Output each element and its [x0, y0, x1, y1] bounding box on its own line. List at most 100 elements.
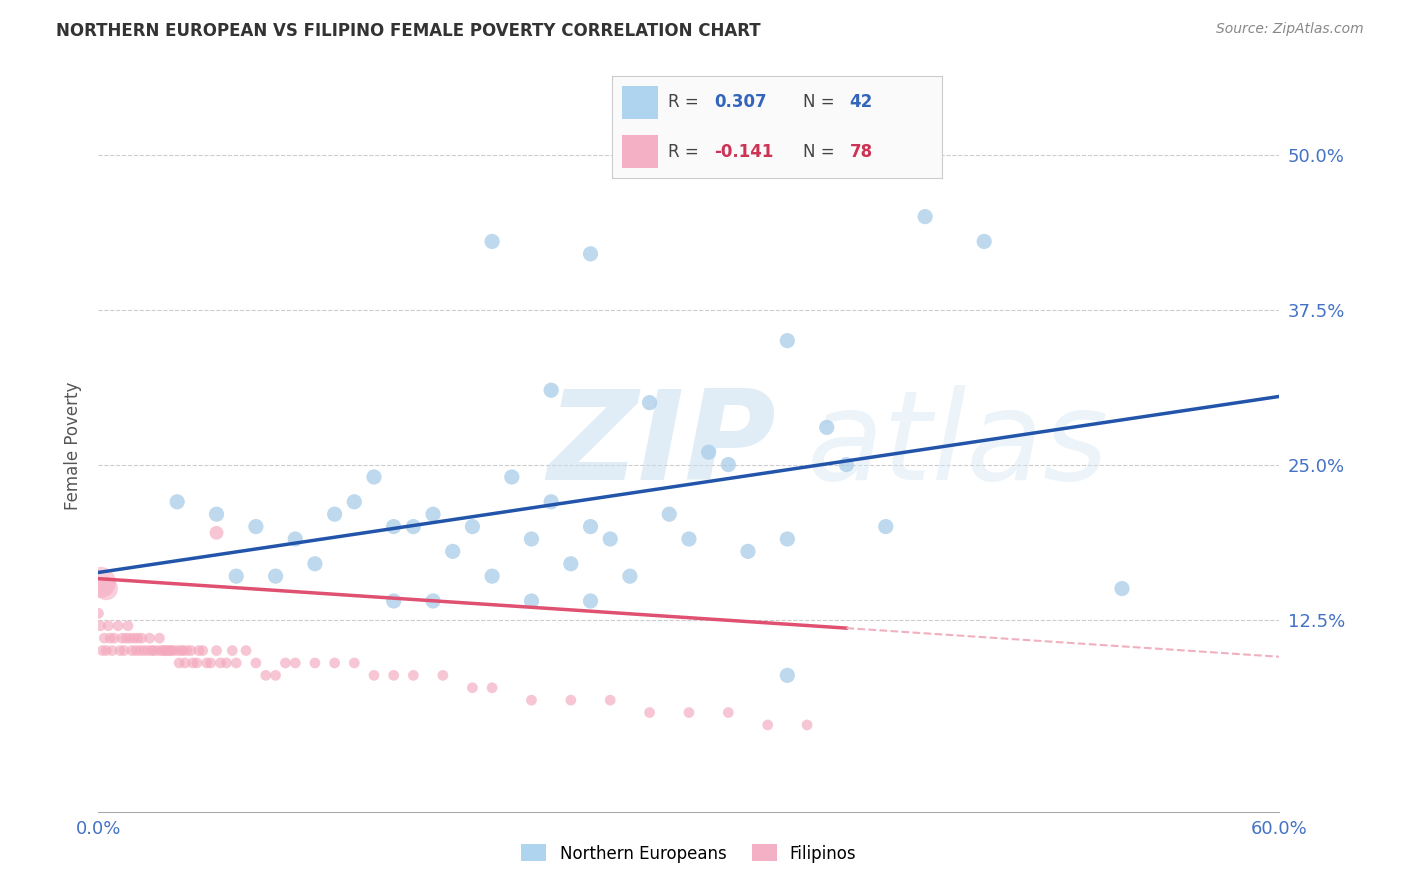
Point	[560, 557, 582, 571]
Point	[579, 594, 602, 608]
Point	[128, 643, 150, 657]
Point	[115, 631, 138, 645]
Text: atlas: atlas	[807, 385, 1109, 507]
Point	[132, 643, 155, 657]
Point	[540, 383, 562, 397]
Point	[264, 668, 287, 682]
Point	[363, 470, 385, 484]
Point	[152, 643, 174, 657]
Bar	[621, 136, 658, 168]
Point	[343, 656, 366, 670]
Text: N =: N =	[803, 94, 841, 112]
Text: -0.141: -0.141	[714, 143, 773, 161]
Point	[87, 607, 110, 621]
Point	[756, 718, 779, 732]
Point	[776, 668, 799, 682]
Point	[323, 656, 346, 670]
Point	[96, 643, 118, 657]
Text: 0.307: 0.307	[714, 94, 766, 112]
Point	[93, 631, 115, 645]
Point	[221, 643, 243, 657]
Point	[697, 445, 720, 459]
Point	[157, 643, 180, 657]
Point	[205, 643, 228, 657]
Point	[245, 656, 267, 670]
Point	[481, 681, 503, 695]
Point	[481, 569, 503, 583]
Point	[304, 656, 326, 670]
Point	[461, 519, 484, 533]
Point	[98, 631, 121, 645]
Text: ZIP: ZIP	[547, 385, 776, 507]
Point	[142, 643, 165, 657]
Point	[225, 656, 247, 670]
Point	[103, 631, 125, 645]
Point	[382, 594, 405, 608]
Point	[678, 706, 700, 720]
Point	[141, 643, 163, 657]
Point	[235, 643, 257, 657]
Point	[875, 519, 897, 533]
Point	[776, 532, 799, 546]
Text: 78: 78	[849, 143, 873, 161]
Point	[205, 507, 228, 521]
Point	[638, 706, 661, 720]
Point	[121, 643, 143, 657]
Point	[382, 519, 405, 533]
Point	[382, 668, 405, 682]
Text: R =: R =	[668, 94, 704, 112]
Point	[117, 619, 139, 633]
Point	[245, 519, 267, 533]
Point	[136, 643, 159, 657]
Point	[111, 631, 134, 645]
Point	[737, 544, 759, 558]
Point	[1111, 582, 1133, 596]
Point	[131, 631, 153, 645]
Point	[146, 643, 169, 657]
Point	[540, 495, 562, 509]
Legend: Northern Europeans, Filipinos: Northern Europeans, Filipinos	[515, 838, 863, 869]
Point	[200, 656, 222, 670]
Point	[432, 668, 454, 682]
Text: NORTHERN EUROPEAN VS FILIPINO FEMALE POVERTY CORRELATION CHART: NORTHERN EUROPEAN VS FILIPINO FEMALE POV…	[56, 22, 761, 40]
Point	[304, 557, 326, 571]
Point	[402, 668, 425, 682]
Point	[678, 532, 700, 546]
Point	[97, 619, 120, 633]
Point	[796, 718, 818, 732]
Point	[176, 643, 198, 657]
Point	[148, 631, 170, 645]
Point	[101, 643, 124, 657]
Point	[225, 569, 247, 583]
Point	[150, 643, 173, 657]
Y-axis label: Female Poverty: Female Poverty	[65, 382, 83, 510]
Point	[717, 706, 740, 720]
Point	[599, 532, 621, 546]
Point	[122, 631, 145, 645]
Point	[560, 693, 582, 707]
Point	[422, 507, 444, 521]
Point	[579, 247, 602, 261]
Point	[914, 210, 936, 224]
Point	[89, 619, 111, 633]
Point	[254, 668, 277, 682]
Point	[160, 643, 183, 657]
Point	[191, 643, 214, 657]
Point	[441, 544, 464, 558]
Point	[619, 569, 641, 583]
Text: 42: 42	[849, 94, 873, 112]
Point	[422, 594, 444, 608]
Point	[520, 594, 543, 608]
Point	[274, 656, 297, 670]
Point	[717, 458, 740, 472]
Point	[186, 656, 208, 670]
Point	[284, 532, 307, 546]
Point	[91, 643, 114, 657]
Point	[520, 532, 543, 546]
Point	[172, 643, 194, 657]
Point	[579, 519, 602, 533]
Point	[138, 631, 160, 645]
Point	[835, 458, 858, 472]
Point	[343, 495, 366, 509]
Point	[125, 643, 148, 657]
